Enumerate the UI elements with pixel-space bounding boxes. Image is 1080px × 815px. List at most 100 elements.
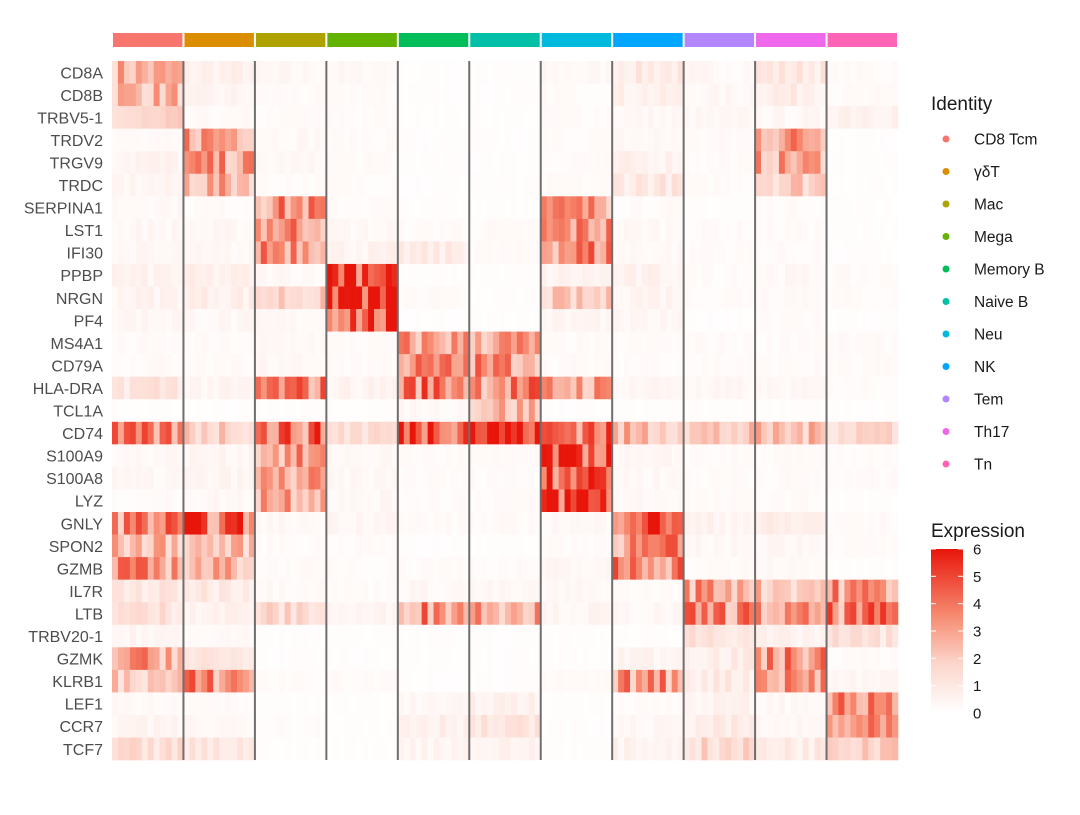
cell-gzmb-mac xyxy=(254,557,327,580)
cell-ccr7-memory-b xyxy=(397,714,470,738)
cell-gnly-naive-b xyxy=(469,512,542,535)
legend-label-th17: Th17 xyxy=(974,424,1009,441)
cell-lst1-th17 xyxy=(755,218,827,242)
cell-ccr7-mac xyxy=(254,714,327,738)
cell-trbv20-1-cd8-tcm xyxy=(112,624,184,648)
cell-s100a8-tem xyxy=(683,466,756,490)
cell-lyz-tn xyxy=(826,489,899,513)
cell-lyz-t xyxy=(183,489,256,513)
gene-label-tcf7: TCF7 xyxy=(63,742,103,759)
cell-ltb-nk xyxy=(612,602,684,626)
cell-nrgn-tem xyxy=(683,286,756,310)
cell-spon2-t xyxy=(183,534,256,558)
group-bar-tem xyxy=(684,33,755,47)
cell-hla-dra-t xyxy=(183,376,256,400)
cell-gzmk-tem xyxy=(683,647,756,671)
cell-nrgn-naive-b xyxy=(469,286,542,310)
cell-serpina1-cd8-tcm xyxy=(112,196,184,220)
cell-lef1-t xyxy=(183,692,256,716)
cell-tcf7-mega xyxy=(326,737,399,761)
cell-cd8b-mac xyxy=(254,83,327,107)
legend-key-mac xyxy=(942,200,950,208)
cell-gzmb-naive-b xyxy=(469,557,542,580)
cell-cd8b-neu xyxy=(540,83,613,107)
cell-cd79a-mega xyxy=(326,354,399,377)
cell-tcf7-naive-b xyxy=(469,737,542,761)
cell-trgv9-memory-b xyxy=(397,151,470,175)
cell-cd79a-tem xyxy=(683,354,756,377)
cell-cd74-naive-b xyxy=(469,421,542,445)
cell-hla-dra-nk xyxy=(612,376,684,400)
cell-cd8b-nk xyxy=(612,83,684,107)
cell-klrb1-neu xyxy=(540,669,613,693)
colorbar-label-3: 3 xyxy=(973,624,981,641)
cell-s100a8-mac xyxy=(254,466,327,490)
cell-ms4a1-mega xyxy=(326,331,399,355)
cell-ppbp-memory-b xyxy=(397,263,470,287)
cell-tcf7-t xyxy=(183,737,256,761)
cell-trdc-t xyxy=(183,173,256,197)
cell-gzmb-neu xyxy=(540,557,613,580)
cell-hla-dra-neu xyxy=(540,376,613,400)
cell-lst1-mega xyxy=(326,218,399,242)
cell-gnly-mega xyxy=(326,512,399,535)
group-bar-naive-b xyxy=(470,33,540,47)
cell-trdc-mac xyxy=(254,173,327,197)
expression-colorbar xyxy=(931,549,963,713)
cell-ppbp-mega xyxy=(326,263,399,287)
cell-cd79a-t xyxy=(183,354,256,377)
gene-label-ltb: LTB xyxy=(75,606,103,623)
cell-tcl1a-naive-b xyxy=(469,399,542,423)
cell-gzmk-memory-b xyxy=(397,647,470,671)
gene-label-trdc: TRDC xyxy=(59,178,103,195)
cell-klrb1-mac xyxy=(254,669,327,693)
cell-s100a9-neu xyxy=(540,444,613,468)
cell-ifi30-naive-b xyxy=(469,241,542,265)
cell-trbv20-1-naive-b xyxy=(469,624,542,648)
cell-cd8b-th17 xyxy=(755,83,827,107)
cell-s100a9-memory-b xyxy=(397,444,470,468)
cell-pf4-t xyxy=(183,309,256,332)
cell-tcf7-memory-b xyxy=(397,737,470,761)
cell-trbv20-1-neu xyxy=(540,624,613,648)
cell-cd79a-tn xyxy=(826,354,899,377)
cell-trdv2-tn xyxy=(826,128,899,152)
gene-label-gnly: GNLY xyxy=(61,516,104,533)
cell-ccr7-neu xyxy=(540,714,613,738)
cell-ccr7-t xyxy=(183,714,256,738)
cell-hla-dra-tn xyxy=(826,376,899,400)
gene-label-gzmb: GZMB xyxy=(57,561,103,578)
cell-gzmb-cd8-tcm xyxy=(112,557,184,580)
cell-trbv20-1-th17 xyxy=(755,624,827,648)
cell-il7r-memory-b xyxy=(397,579,470,603)
cell-tcl1a-nk xyxy=(612,399,684,423)
cell-ms4a1-memory-b xyxy=(397,331,470,355)
cell-ppbp-tem xyxy=(683,263,756,287)
gene-label-tcl1a: TCL1A xyxy=(53,404,103,421)
cell-il7r-t xyxy=(183,579,256,603)
cell-ms4a1-nk xyxy=(612,331,684,355)
cell-s100a9-th17 xyxy=(755,444,827,468)
cell-tcf7-cd8-tcm xyxy=(112,737,184,761)
cell-lef1-nk xyxy=(612,692,684,716)
cell-pf4-naive-b xyxy=(469,309,542,332)
cell-cd8b-tem xyxy=(683,83,756,107)
cell-trbv5-1-t xyxy=(183,106,256,129)
cell-trbv5-1-naive-b xyxy=(469,106,542,129)
cell-pf4-memory-b xyxy=(397,309,470,332)
cell-trdv2-mac xyxy=(254,128,327,152)
cell-il7r-naive-b xyxy=(469,579,542,603)
cell-trbv5-1-th17 xyxy=(755,106,827,129)
cell-nrgn-tn xyxy=(826,286,899,310)
cell-cd8a-memory-b xyxy=(397,61,470,84)
cell-ltb-tem xyxy=(683,602,756,626)
cell-trdv2-naive-b xyxy=(469,128,542,152)
cell-lst1-t xyxy=(183,218,256,242)
cell-ifi30-neu xyxy=(540,241,613,265)
cell-pf4-tem xyxy=(683,309,756,332)
cell-pf4-cd8-tcm xyxy=(112,309,184,332)
cell-cd8b-tn xyxy=(826,83,899,107)
legend-label-t: γδT xyxy=(974,164,1000,181)
cell-ltb-neu xyxy=(540,602,613,626)
gene-label-gzmk: GZMK xyxy=(57,652,104,669)
